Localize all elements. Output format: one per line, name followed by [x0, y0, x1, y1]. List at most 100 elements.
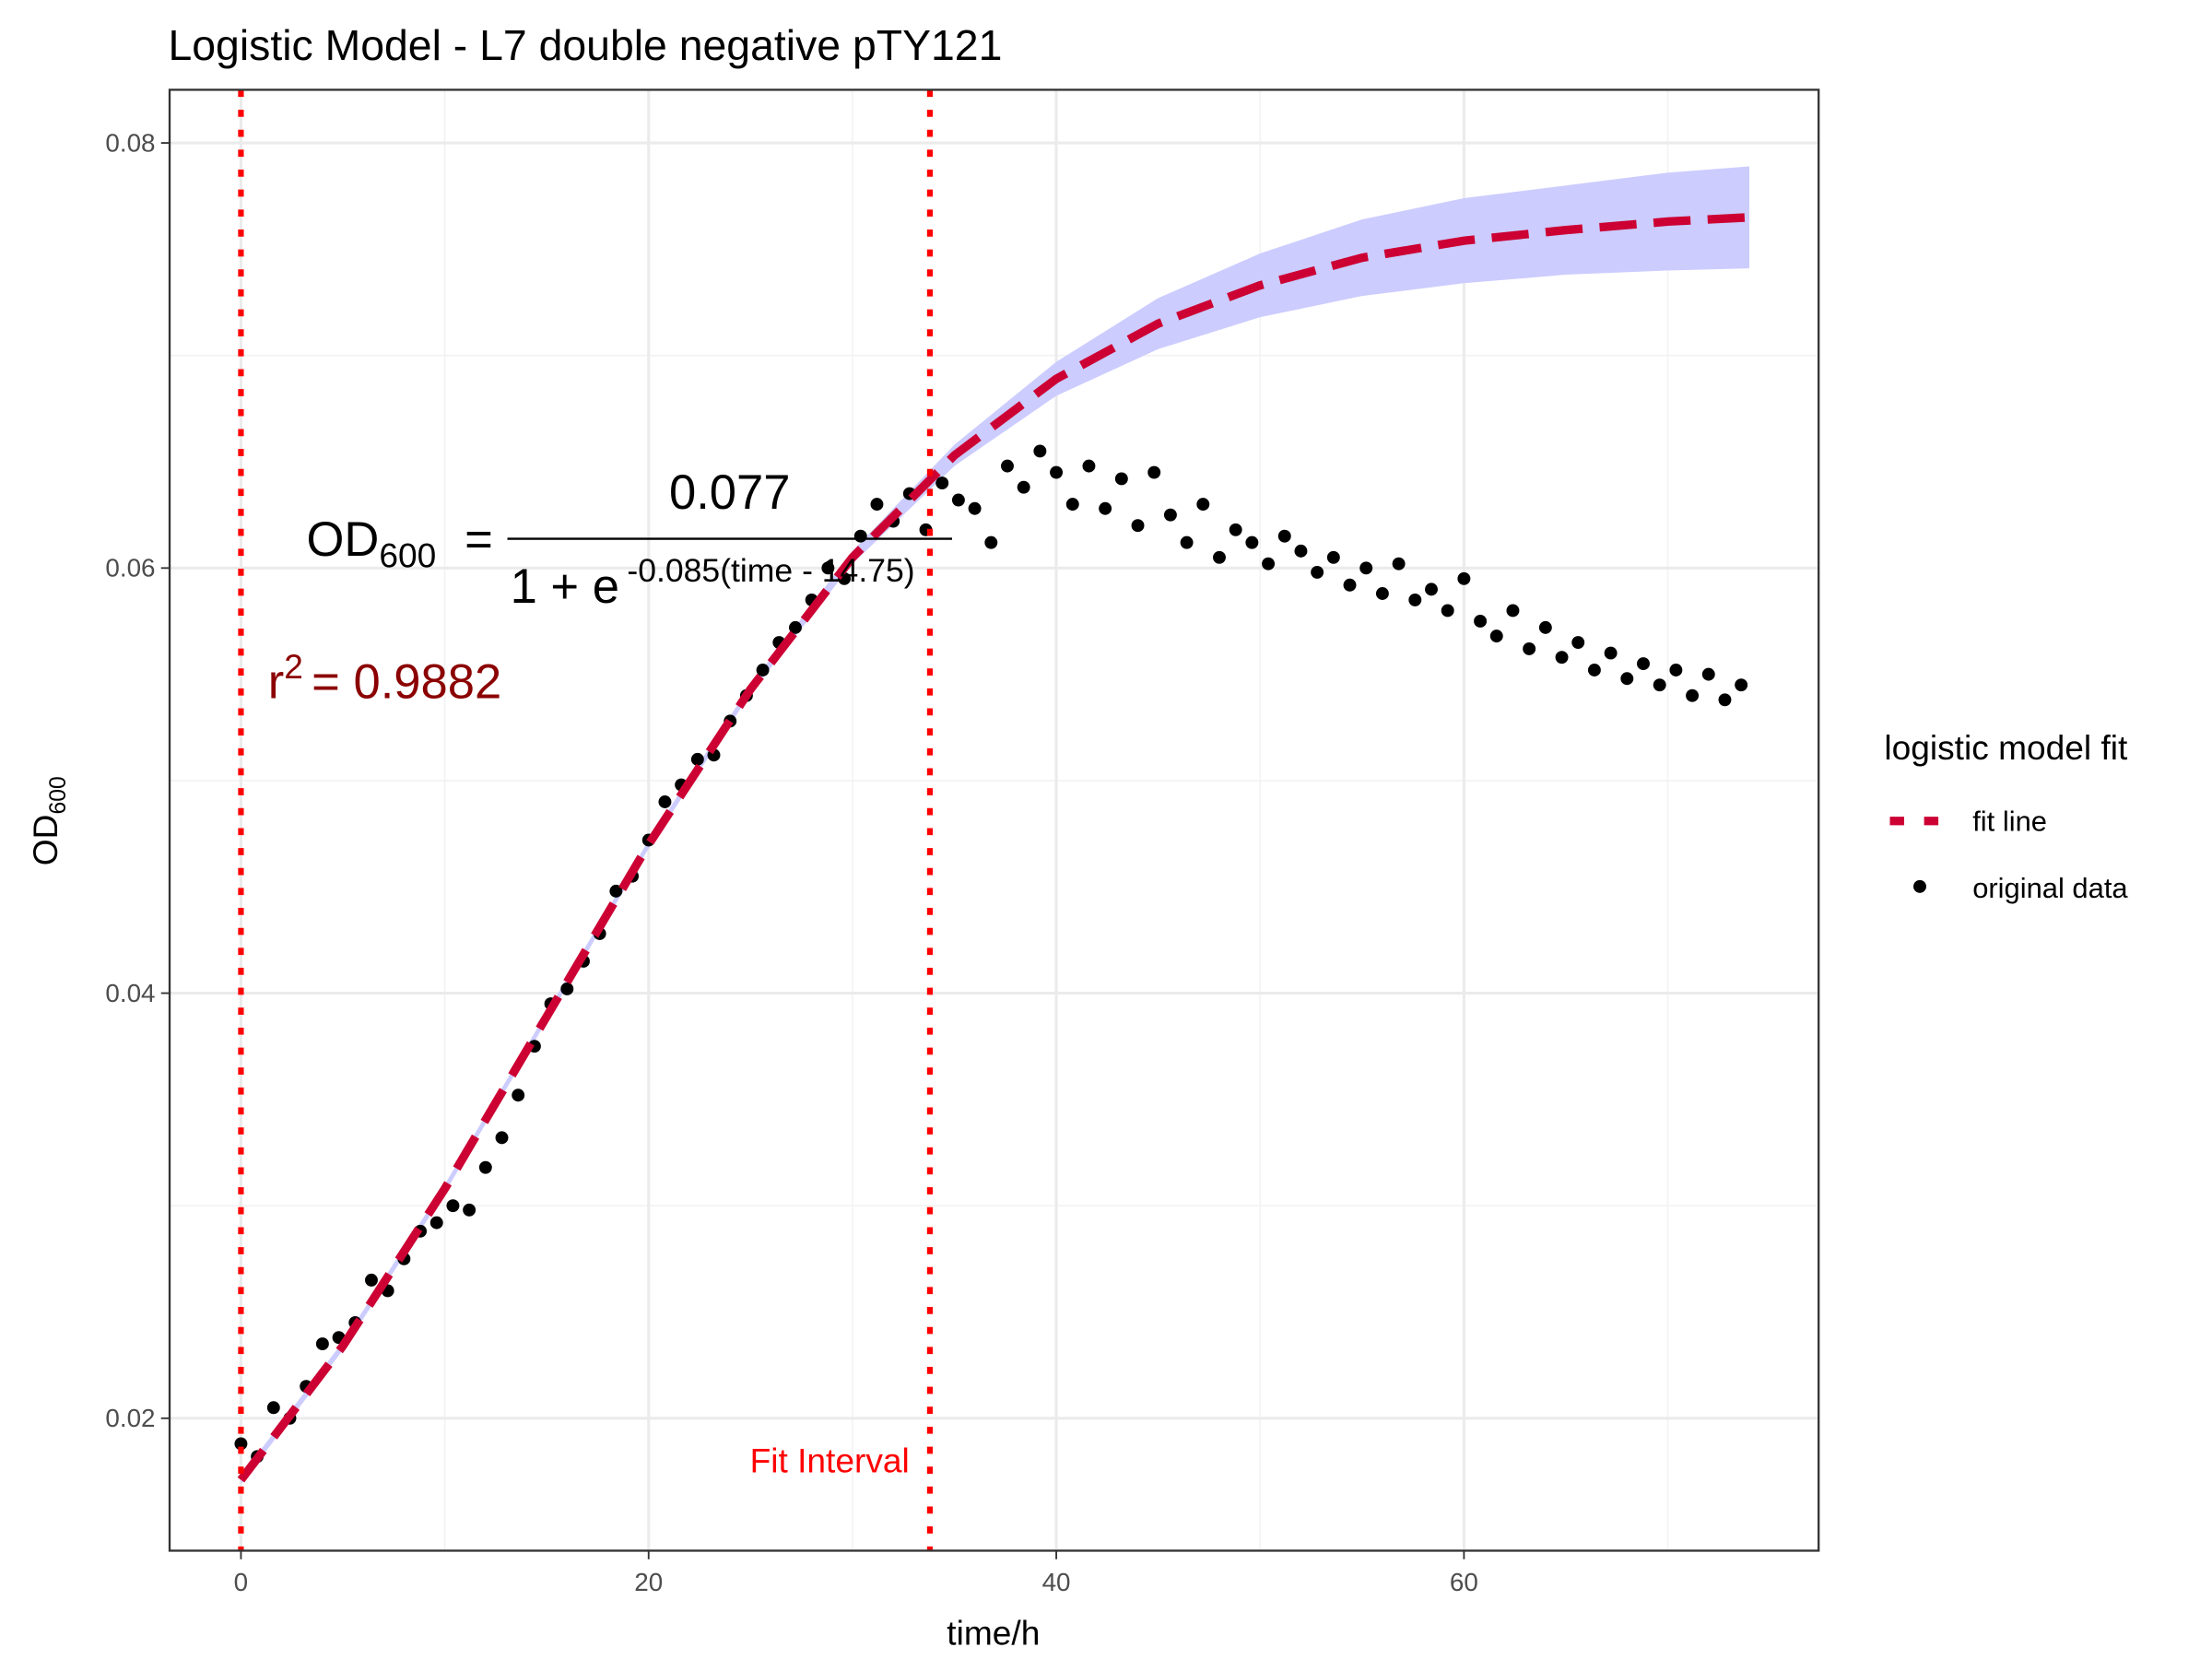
- data-point: [1587, 664, 1601, 677]
- data-point: [1555, 651, 1569, 665]
- data-point: [1489, 629, 1503, 643]
- r-symbol: r: [268, 655, 285, 710]
- data-point: [1620, 672, 1634, 686]
- data-point: [1277, 529, 1291, 543]
- data-point: [478, 1160, 492, 1174]
- r-squared: r2 = 0.9882: [268, 647, 502, 710]
- data-point: [1147, 465, 1161, 479]
- data-point: [870, 498, 884, 512]
- legend-title: logistic model fit: [1884, 728, 2128, 767]
- chart-title: Logistic Model - L7 double negative pTY1…: [168, 21, 1002, 69]
- x-tick-label: 0: [234, 1568, 248, 1596]
- data-point: [1065, 498, 1079, 512]
- data-point: [1017, 480, 1030, 494]
- data-point: [512, 1088, 525, 1102]
- data-point: [1082, 459, 1096, 473]
- data-point: [1474, 615, 1488, 628]
- x-tick-label: 60: [1450, 1568, 1478, 1596]
- equation-denominator: 1 + e: [511, 559, 619, 614]
- equation-exponent: -0.085(time - 14.75): [627, 552, 914, 589]
- data-point: [1099, 501, 1112, 515]
- data-point: [1050, 465, 1064, 479]
- data-point: [1375, 587, 1389, 600]
- plot-border: [168, 88, 1820, 1552]
- data-point: [853, 529, 867, 543]
- y-tick-label: 0.06: [105, 554, 155, 582]
- y-label-sub: 600: [46, 776, 71, 814]
- data-point: [968, 501, 982, 515]
- equation-equals: =: [465, 512, 493, 567]
- data-point: [1735, 678, 1748, 692]
- data-point: [1637, 657, 1650, 671]
- equation-lhs: OD600: [306, 512, 436, 574]
- data-point: [1114, 472, 1128, 486]
- interval-label: Fit Interval: [750, 1441, 910, 1479]
- data-point: [1441, 604, 1454, 618]
- data-point: [609, 884, 623, 898]
- data-point: [234, 1437, 248, 1451]
- data-point: [1506, 604, 1520, 618]
- data-point: [1571, 636, 1585, 649]
- data-point: [1457, 571, 1471, 585]
- legend-key-point: [1913, 879, 1926, 893]
- equation-lhs-main: OD: [306, 512, 379, 567]
- data-point: [463, 1203, 477, 1217]
- data-point: [1180, 535, 1194, 549]
- x-axis-label: time/h: [947, 1614, 1040, 1653]
- data-point: [315, 1337, 329, 1351]
- data-point: [658, 795, 672, 808]
- data-point: [560, 982, 574, 995]
- data-point: [690, 752, 704, 766]
- data-point: [951, 493, 965, 507]
- equation-numerator: 0.077: [669, 465, 791, 520]
- data-point: [1163, 508, 1177, 522]
- data-point: [1001, 459, 1014, 473]
- data-point: [1604, 646, 1618, 660]
- data-point: [1701, 667, 1715, 681]
- data-point: [1131, 519, 1145, 533]
- data-point: [495, 1131, 509, 1145]
- data-point: [1408, 593, 1422, 606]
- data-point: [1718, 693, 1732, 707]
- data-point: [1669, 664, 1683, 677]
- data-point: [1311, 565, 1324, 579]
- data-point: [1392, 557, 1406, 571]
- data-point: [1343, 578, 1357, 592]
- data-point: [1213, 550, 1226, 564]
- equation-lhs-sub: 600: [379, 535, 436, 574]
- data-point: [446, 1199, 460, 1213]
- y-tick-label: 0.08: [105, 128, 155, 157]
- data-point: [821, 561, 835, 575]
- data-point: [789, 620, 802, 634]
- data-point: [1653, 678, 1666, 692]
- data-point: [365, 1273, 378, 1287]
- y-label-main: OD: [26, 815, 65, 866]
- data-point: [1523, 641, 1536, 655]
- data-point: [935, 477, 949, 490]
- fit-line: [237, 213, 1750, 1483]
- data-point: [1359, 561, 1373, 575]
- r-power: 2: [284, 647, 303, 686]
- data-point: [266, 1401, 280, 1415]
- y-tick-label: 0.04: [105, 979, 155, 1007]
- r-value: = 0.9882: [312, 655, 501, 710]
- data-point: [984, 535, 998, 549]
- data-point: [1425, 582, 1438, 596]
- data-point: [1033, 444, 1047, 458]
- data-point: [1229, 523, 1242, 536]
- y-tick-label: 0.02: [105, 1404, 155, 1432]
- data-point: [1294, 544, 1308, 558]
- legend-label: fit line: [1972, 806, 2047, 838]
- plot-panel: [170, 89, 1819, 1551]
- data-point: [1326, 550, 1340, 564]
- data-point: [1196, 498, 1210, 512]
- data-point: [1686, 688, 1700, 702]
- legend-label: original data: [1972, 872, 2128, 904]
- y-axis-label: OD600: [26, 776, 71, 865]
- data-point: [756, 664, 770, 677]
- data-point: [1262, 557, 1276, 571]
- data-point: [1245, 535, 1259, 549]
- data-point: [429, 1216, 443, 1230]
- data-point: [1538, 620, 1552, 634]
